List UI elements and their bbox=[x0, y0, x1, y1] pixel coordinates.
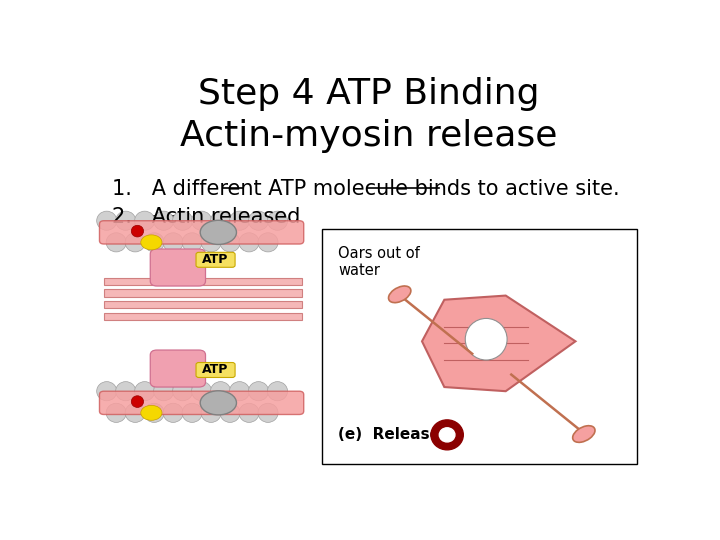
Ellipse shape bbox=[135, 211, 155, 230]
Polygon shape bbox=[422, 295, 575, 391]
Ellipse shape bbox=[239, 403, 259, 422]
Text: (e)  Release: (e) Release bbox=[338, 427, 441, 442]
Ellipse shape bbox=[248, 211, 269, 230]
Ellipse shape bbox=[173, 211, 193, 230]
Ellipse shape bbox=[182, 233, 202, 252]
Ellipse shape bbox=[258, 233, 278, 252]
FancyBboxPatch shape bbox=[150, 249, 205, 286]
Ellipse shape bbox=[389, 286, 411, 302]
Ellipse shape bbox=[220, 233, 240, 252]
Ellipse shape bbox=[163, 233, 183, 252]
Bar bbox=[104, 301, 302, 308]
Ellipse shape bbox=[210, 211, 230, 230]
Ellipse shape bbox=[230, 211, 250, 230]
Ellipse shape bbox=[125, 233, 145, 252]
FancyBboxPatch shape bbox=[196, 362, 235, 377]
Ellipse shape bbox=[200, 220, 236, 245]
Ellipse shape bbox=[572, 426, 595, 442]
Ellipse shape bbox=[153, 382, 174, 401]
Bar bbox=[322, 229, 636, 464]
Ellipse shape bbox=[230, 382, 250, 401]
Ellipse shape bbox=[431, 420, 463, 450]
Text: 1.   A different ATP molecule binds to active site.: 1. A different ATP molecule binds to act… bbox=[112, 179, 620, 199]
Text: Step 4 ATP Binding
Actin-myosin release: Step 4 ATP Binding Actin-myosin release bbox=[180, 77, 558, 153]
Ellipse shape bbox=[144, 233, 164, 252]
Ellipse shape bbox=[210, 382, 230, 401]
Ellipse shape bbox=[131, 225, 143, 237]
FancyBboxPatch shape bbox=[99, 391, 304, 415]
Ellipse shape bbox=[106, 403, 126, 422]
Ellipse shape bbox=[141, 235, 162, 250]
Bar bbox=[104, 278, 302, 285]
FancyBboxPatch shape bbox=[99, 221, 304, 244]
Ellipse shape bbox=[144, 403, 164, 422]
Ellipse shape bbox=[267, 211, 287, 230]
Ellipse shape bbox=[239, 233, 259, 252]
Ellipse shape bbox=[267, 382, 287, 401]
Text: ATP: ATP bbox=[202, 363, 229, 376]
Ellipse shape bbox=[96, 211, 117, 230]
Ellipse shape bbox=[465, 319, 507, 360]
Ellipse shape bbox=[141, 406, 162, 420]
Ellipse shape bbox=[153, 211, 174, 230]
Ellipse shape bbox=[106, 233, 126, 252]
Ellipse shape bbox=[248, 382, 269, 401]
Ellipse shape bbox=[125, 403, 145, 422]
Ellipse shape bbox=[220, 403, 240, 422]
Ellipse shape bbox=[201, 233, 221, 252]
Ellipse shape bbox=[96, 382, 117, 401]
Ellipse shape bbox=[182, 403, 202, 422]
Ellipse shape bbox=[135, 382, 155, 401]
Bar bbox=[104, 289, 302, 297]
Text: 2.   Actin released: 2. Actin released bbox=[112, 207, 301, 227]
Ellipse shape bbox=[258, 403, 278, 422]
Ellipse shape bbox=[192, 211, 212, 230]
Ellipse shape bbox=[173, 382, 193, 401]
Text: ATP: ATP bbox=[202, 253, 229, 266]
Ellipse shape bbox=[200, 391, 236, 415]
Ellipse shape bbox=[131, 396, 143, 407]
Ellipse shape bbox=[163, 403, 183, 422]
Text: Oars out of
water: Oars out of water bbox=[338, 246, 420, 278]
FancyBboxPatch shape bbox=[150, 350, 205, 387]
Ellipse shape bbox=[116, 211, 136, 230]
FancyBboxPatch shape bbox=[196, 252, 235, 267]
Ellipse shape bbox=[201, 403, 221, 422]
Ellipse shape bbox=[439, 428, 455, 442]
Ellipse shape bbox=[192, 382, 212, 401]
Ellipse shape bbox=[116, 382, 136, 401]
Bar bbox=[104, 313, 302, 320]
